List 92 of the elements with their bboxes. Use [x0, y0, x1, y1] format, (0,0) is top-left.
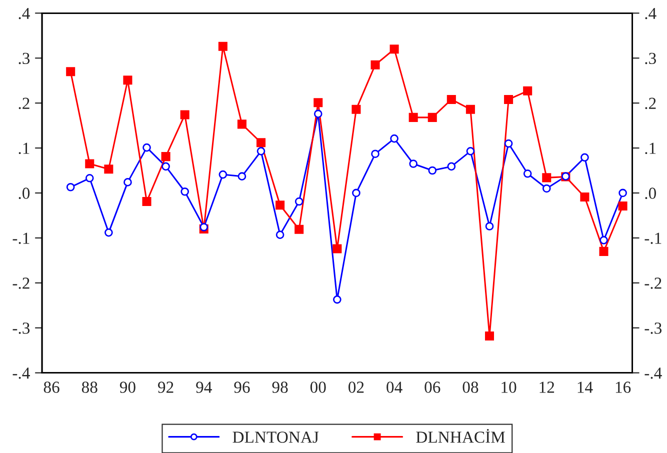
point [447, 162, 456, 171]
point [523, 86, 532, 96]
x-tick-label: 12 [540, 382, 554, 393]
y-tick-label: -.4 [12, 368, 30, 379]
y2-tick-label: .3 [645, 52, 656, 64]
point [466, 147, 475, 156]
y2-tick-label: .1 [645, 142, 656, 154]
point [504, 94, 514, 104]
point [390, 44, 399, 54]
point [142, 197, 152, 206]
y2-tick-label: -.4 [644, 368, 662, 379]
point [161, 152, 170, 162]
x-tick-label: 08 [462, 382, 478, 393]
point [428, 166, 437, 175]
point [484, 331, 494, 340]
point [256, 138, 266, 148]
point [180, 187, 189, 196]
point [218, 170, 228, 179]
point [162, 162, 170, 171]
point [523, 169, 532, 178]
y-tick-label: .0 [18, 188, 30, 199]
point [276, 200, 285, 210]
point [542, 173, 552, 182]
y2-tick-label: .4 [645, 8, 656, 20]
legend-label: DLNTONAJ [232, 432, 319, 443]
y2-tick-label: .0 [645, 188, 656, 199]
y-tick-label: .3 [18, 52, 30, 64]
x-tick-label: 90 [120, 382, 136, 393]
y2-tick-label: -.3 [644, 322, 662, 334]
x-tick-label: 98 [272, 382, 288, 393]
x-tick-label: 02 [348, 382, 364, 393]
x-tick-label: 14 [578, 382, 593, 393]
point [580, 153, 589, 162]
point [237, 120, 246, 129]
point [466, 104, 475, 114]
point [180, 110, 190, 120]
y-tick-label: -.1 [12, 232, 30, 244]
y2-tick-label: .2 [645, 98, 656, 110]
point [276, 230, 284, 239]
point [428, 112, 437, 122]
point [256, 147, 266, 156]
point [580, 192, 590, 202]
point [85, 159, 94, 168]
point [314, 110, 322, 118]
y-tick-label: .1 [18, 142, 30, 154]
point [352, 104, 361, 114]
point [599, 246, 608, 256]
point [485, 222, 494, 230]
y-tick-label: -.2 [12, 278, 30, 289]
point [618, 188, 627, 198]
x-tick-label: 04 [386, 382, 402, 393]
point [314, 98, 323, 108]
point [352, 188, 360, 198]
point [104, 164, 114, 174]
y2-tick-label: -.1 [644, 232, 662, 244]
y-tick-label: -.3 [12, 322, 30, 334]
y-tick-label: .2 [18, 98, 30, 110]
x-tick-label: 00 [310, 382, 326, 393]
point [218, 42, 228, 51]
x-tick-label: 16 [616, 382, 631, 393]
point [542, 184, 551, 193]
point [333, 295, 342, 304]
point [504, 139, 513, 148]
x-tick-label: 92 [158, 382, 174, 393]
point [294, 224, 304, 234]
legend-label: DLNHACİM [416, 428, 505, 443]
x-tick-label: 96 [234, 382, 250, 393]
point [446, 94, 456, 104]
point [294, 197, 304, 206]
point [332, 244, 342, 254]
point [66, 182, 75, 192]
point [85, 174, 94, 182]
x-tick-label: 06 [424, 382, 440, 393]
point [600, 236, 608, 244]
x-tick-label: 86 [44, 382, 60, 393]
x-tick-label: 94 [196, 382, 212, 393]
point [390, 134, 398, 143]
point [104, 228, 113, 237]
point [618, 202, 628, 211]
x-tick-label: 10 [502, 382, 516, 393]
point [124, 178, 132, 186]
point [408, 112, 418, 122]
y2-tick-label: -.2 [644, 278, 662, 289]
point [371, 150, 380, 158]
point [238, 172, 246, 181]
point [66, 67, 76, 76]
y-tick-label: .4 [18, 8, 30, 20]
point [123, 76, 132, 85]
point [409, 160, 418, 168]
point [370, 60, 380, 70]
x-tick-label: 88 [82, 382, 98, 393]
point [142, 143, 151, 152]
